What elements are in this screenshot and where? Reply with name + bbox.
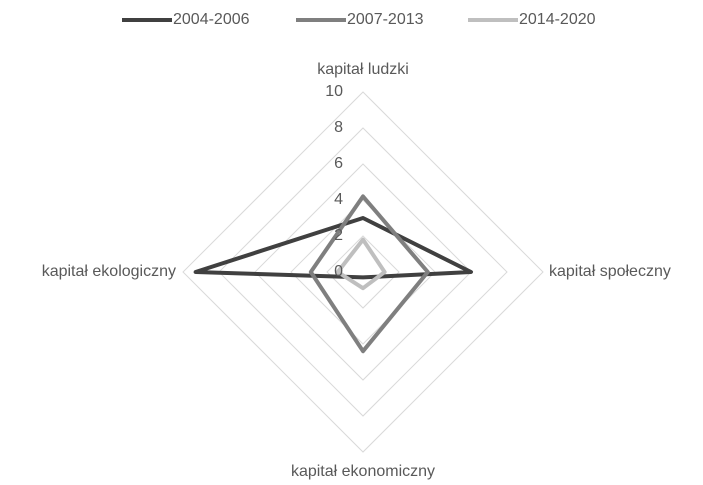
series-line: [308, 194, 430, 354]
grid-ring: [254, 163, 472, 381]
legend-label: 2007-2013: [347, 11, 424, 28]
tick-label: 0: [334, 263, 343, 280]
grid-ring: [182, 91, 544, 453]
legend-label: 2004-2006: [173, 11, 250, 28]
grid-ring: [290, 199, 436, 345]
category-label: kapitał ekologiczny: [42, 263, 176, 280]
tick-label: 8: [334, 119, 343, 136]
grid-ring: [218, 127, 508, 417]
tick-label: 10: [325, 83, 343, 100]
tick-label: 2: [334, 227, 343, 244]
category-label: kapitał społeczny: [549, 263, 671, 280]
tick-label: 6: [334, 155, 343, 172]
series-line: [193, 216, 473, 280]
tick-label: 4: [334, 191, 343, 208]
grid-ring: [326, 235, 400, 309]
category-label: kapitał ekonomiczny: [291, 463, 435, 480]
series-line: [335, 237, 387, 291]
category-label: kapitał ludzki: [317, 61, 409, 78]
legend-label: 2014-2020: [519, 11, 596, 28]
